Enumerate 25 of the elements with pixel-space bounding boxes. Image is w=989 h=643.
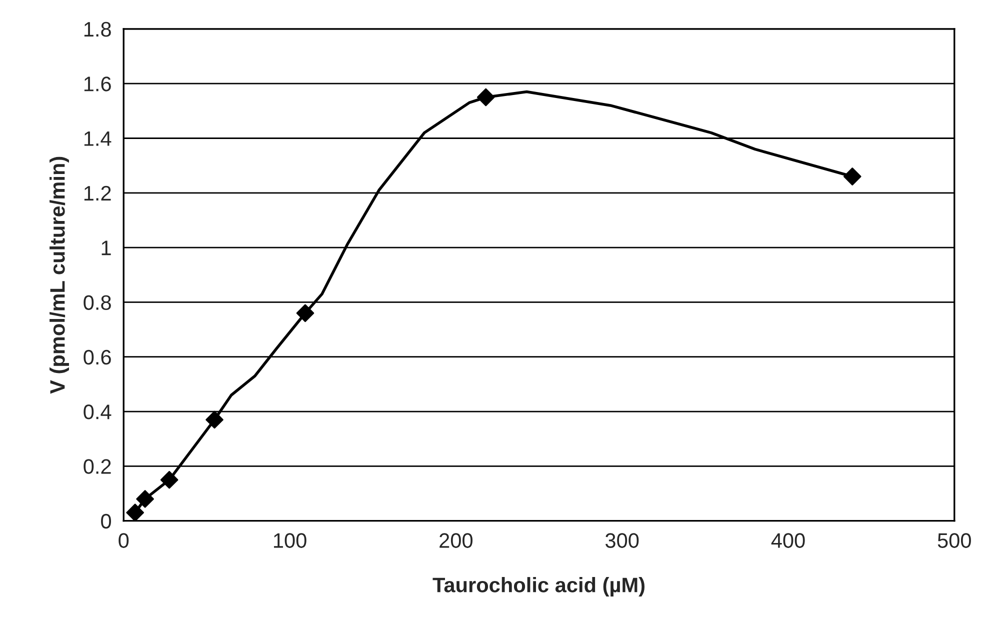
y-axis-title: V (pmol/mL culture/min) bbox=[50, 156, 69, 394]
point bbox=[843, 168, 862, 186]
y-tick-label: 1.6 bbox=[84, 76, 111, 92]
x-tick-label: 300 bbox=[605, 533, 639, 548]
y-tick-label: 0.8 bbox=[84, 295, 111, 310]
point bbox=[126, 504, 144, 521]
x-tick-label: 500 bbox=[938, 533, 971, 548]
x-tick-label: 100 bbox=[274, 533, 306, 548]
x-tick-label: 400 bbox=[771, 533, 805, 548]
point bbox=[136, 490, 154, 508]
y-tick-label: 0.6 bbox=[84, 350, 111, 365]
y-tick-label: 1.8 bbox=[84, 22, 111, 37]
point bbox=[206, 410, 224, 429]
y-tick-label: 1 bbox=[102, 240, 111, 256]
x-tick-label: 0 bbox=[118, 533, 129, 548]
point bbox=[160, 470, 178, 489]
x-axis-title: Taurocholic acid (µM) bbox=[432, 577, 644, 596]
point bbox=[476, 88, 495, 106]
y-tick-label: 1.2 bbox=[84, 186, 111, 200]
x-tick-label: 200 bbox=[440, 533, 472, 548]
point bbox=[296, 304, 314, 322]
y-tick-label: 0 bbox=[101, 514, 112, 529]
y-tick-label: 0.2 bbox=[84, 459, 111, 474]
y-tick-label: 0.4 bbox=[84, 404, 112, 420]
y-tick-label: 1.4 bbox=[84, 131, 112, 146]
